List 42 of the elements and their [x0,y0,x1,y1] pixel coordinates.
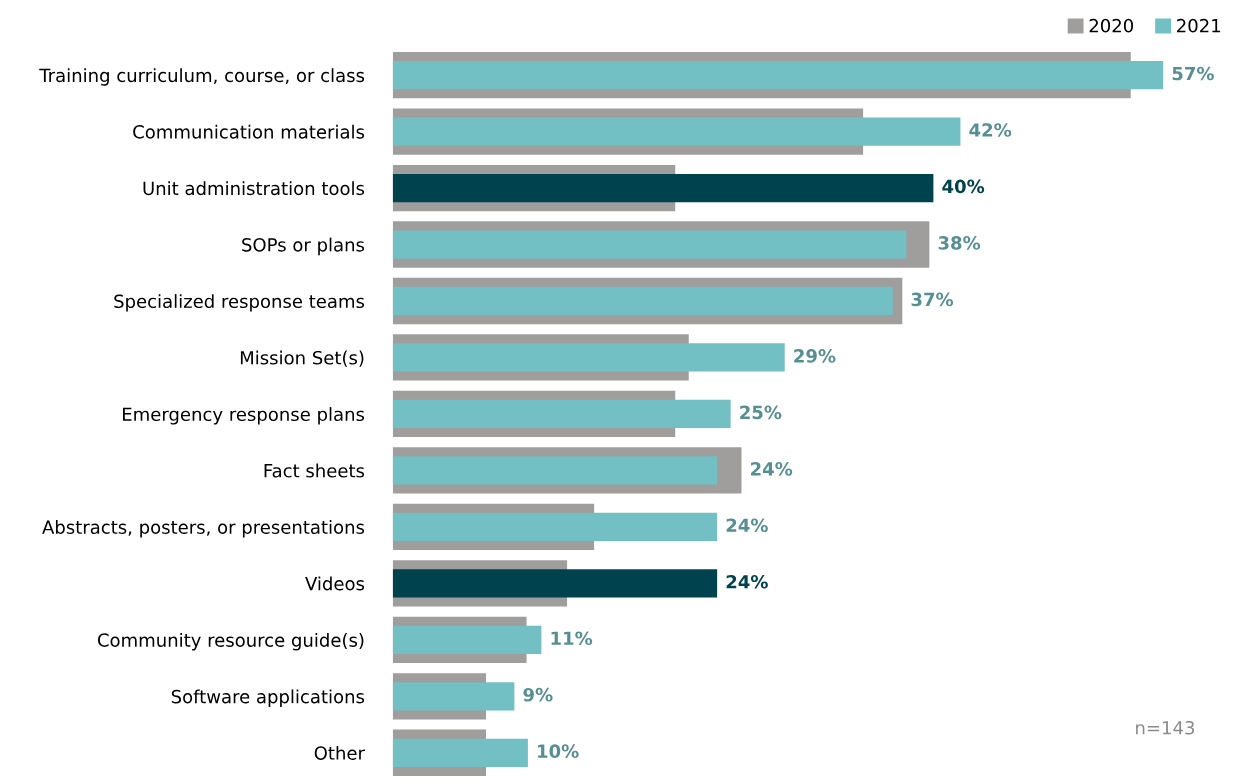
y-tick-label: SOPs or plans [242,237,365,256]
data-label: 11% [551,631,593,646]
data-label: 37% [911,292,954,307]
bar [392,625,542,654]
bar [392,173,934,203]
y-tick-label: Communication materials [133,124,365,139]
data-label: 25% [740,405,782,420]
legend-label: 2020 [1089,18,1134,33]
data-label: 57% [1172,66,1214,81]
y-tick-label: Videos [305,576,365,591]
y-tick-label: Software applications [171,689,365,707]
y-tick-label: Other [314,745,365,760]
y-tick-label: Fact sheets [264,463,365,478]
data-label: 38% [938,236,981,250]
y-tick-label: Unit administration tools [143,181,365,196]
bar [392,569,718,598]
bar [392,456,718,485]
y-tick-label: Emergency response plans [123,407,365,425]
data-label: 42% [969,123,1012,137]
data-label: 24% [726,574,768,589]
bar [392,512,718,541]
bar [392,117,961,146]
data-label: 9% [523,687,553,702]
y-tick-label: Specialized response teams [114,294,365,312]
bar [392,738,528,767]
data-label: 24% [726,518,768,533]
data-label: 40% [942,179,985,194]
y-tick-label: Community resource guide(s) [97,632,364,651]
annotation: n=143 [1136,720,1195,735]
y-tick-label: Training curriculum, course, or class [39,68,365,86]
bar [392,286,893,316]
data-label: 24% [751,461,793,476]
bar [392,399,731,429]
data-label: 29% [794,349,836,363]
y-tick-label: Mission Set(s) [240,350,364,367]
data-label: 10% [538,744,579,758]
bar [392,682,515,711]
legend-label: 2021 [1177,18,1221,33]
bar [392,343,785,372]
bar [392,60,1164,90]
bar [392,230,907,259]
y-tick-label: Abstracts, posters, or presentations [42,520,365,538]
